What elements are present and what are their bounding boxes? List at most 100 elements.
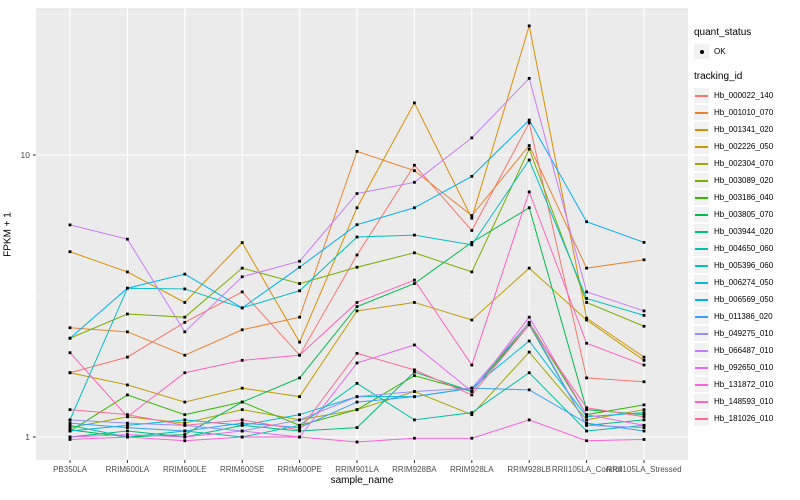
- data-point: [413, 343, 416, 347]
- data-point: [527, 266, 531, 270]
- x-tick-label: RRIM600PE: [277, 465, 321, 474]
- data-point: [126, 435, 129, 439]
- legend-item-label: Hb_000022_140: [714, 91, 774, 100]
- data-point: [413, 282, 416, 285]
- data-point: [240, 400, 244, 404]
- y-tick-label: 10: [21, 150, 31, 160]
- data-point: [642, 413, 646, 417]
- data-point: [68, 438, 72, 441]
- legend-item-label: Hb_004650_060: [714, 244, 774, 253]
- legend-item-label: Hb_006569_050: [714, 295, 774, 304]
- y-axis-title: FPKM + 1: [2, 212, 14, 257]
- data-point: [126, 393, 129, 397]
- data-point: [413, 163, 416, 167]
- x-tick-label: RRIM901LA: [335, 465, 379, 474]
- data-point: [355, 235, 359, 239]
- data-point: [298, 265, 301, 269]
- data-point: [527, 315, 531, 319]
- data-point: [126, 355, 129, 359]
- data-point: [642, 403, 646, 407]
- legend-item-Hb_049275_010: Hb_049275_010: [694, 326, 800, 341]
- data-point: [240, 241, 244, 245]
- legend-item-Hb_000022_140: Hb_000022_140: [694, 88, 800, 103]
- plot-panel: [36, 8, 688, 460]
- legend-key-line: [695, 247, 708, 250]
- data-point: [68, 371, 72, 375]
- legend-item-label: Hb_003089_020: [714, 176, 774, 185]
- legend-key-line: [695, 213, 708, 216]
- legend-tracking-id-block: tracking_id Hb_000022_140 Hb_001010_070 Hb…: [694, 71, 800, 426]
- data-point: [68, 429, 72, 433]
- data-point: [585, 297, 588, 300]
- data-point: [470, 363, 474, 367]
- data-point: [642, 415, 646, 419]
- legend-item-label: Hb_002304_070: [714, 159, 774, 168]
- legend-item-label: Hb_002226_050: [714, 142, 774, 151]
- data-point: [355, 265, 359, 269]
- legend-key-line: [695, 128, 708, 131]
- data-point: [470, 229, 474, 232]
- data-point: [240, 423, 244, 427]
- data-point: [413, 374, 416, 378]
- data-point: [642, 423, 646, 427]
- legend-key-swatch: [694, 292, 709, 307]
- data-point: [470, 136, 474, 140]
- data-point: [585, 423, 588, 427]
- data-point: [413, 436, 416, 440]
- data-point: [183, 400, 187, 404]
- legend-item-Hb_131872_010: Hb_131872_010: [694, 377, 800, 392]
- legend-key-line: [695, 196, 708, 199]
- data-point: [413, 206, 416, 210]
- legend-key-swatch: [694, 173, 709, 188]
- x-tick-label: RRIM928LB: [507, 465, 551, 474]
- data-point: [355, 305, 359, 309]
- data-point: [470, 240, 474, 244]
- data-point: [68, 250, 72, 254]
- data-point: [355, 192, 359, 195]
- data-point: [183, 429, 187, 433]
- legend-item-Hb_002226_050: Hb_002226_050: [694, 139, 800, 154]
- data-point: [126, 423, 129, 427]
- data-point: [642, 363, 646, 367]
- legend-key-line: [695, 298, 708, 301]
- data-point: [183, 413, 187, 417]
- data-point: [527, 76, 531, 80]
- x-tick-label: RRII105LA_Stressed: [606, 465, 681, 474]
- data-point: [240, 306, 244, 310]
- data-point: [68, 408, 72, 412]
- legend-key-line: [695, 281, 708, 284]
- legend-key-line: [695, 162, 708, 165]
- data-point: [413, 251, 416, 255]
- legend-key-swatch: [694, 326, 709, 341]
- data-point: [527, 147, 531, 151]
- data-point: [126, 433, 129, 436]
- legend-item-label: Hb_003944_020: [714, 227, 774, 236]
- data-point: [298, 315, 301, 319]
- data-point: [642, 380, 646, 384]
- data-point: [585, 318, 588, 322]
- data-point: [183, 287, 187, 291]
- data-point: [527, 323, 531, 327]
- data-point: [68, 426, 72, 429]
- legend-item-ok: OK: [694, 44, 800, 59]
- legend: quant_status OK tracking_id Hb_000022_14…: [694, 27, 800, 428]
- data-point: [68, 351, 72, 355]
- data-point: [240, 358, 244, 362]
- data-point: [413, 370, 416, 374]
- data-point: [183, 320, 187, 324]
- data-point: [642, 358, 646, 362]
- data-point: [355, 400, 359, 404]
- legend-item-label: Hb_092650_010: [714, 363, 774, 372]
- data-point: [126, 312, 129, 316]
- legend-item-Hb_011386_020: Hb_011386_020: [694, 309, 800, 324]
- data-point: [298, 289, 301, 293]
- data-point: [527, 418, 531, 422]
- legend-key-swatch: [694, 343, 709, 358]
- data-point: [470, 386, 474, 390]
- data-point: [68, 336, 72, 340]
- data-point: [126, 426, 129, 429]
- data-point: [413, 395, 416, 399]
- data-point: [126, 330, 129, 334]
- data-point: [527, 350, 531, 354]
- legend-key-line: [695, 230, 708, 233]
